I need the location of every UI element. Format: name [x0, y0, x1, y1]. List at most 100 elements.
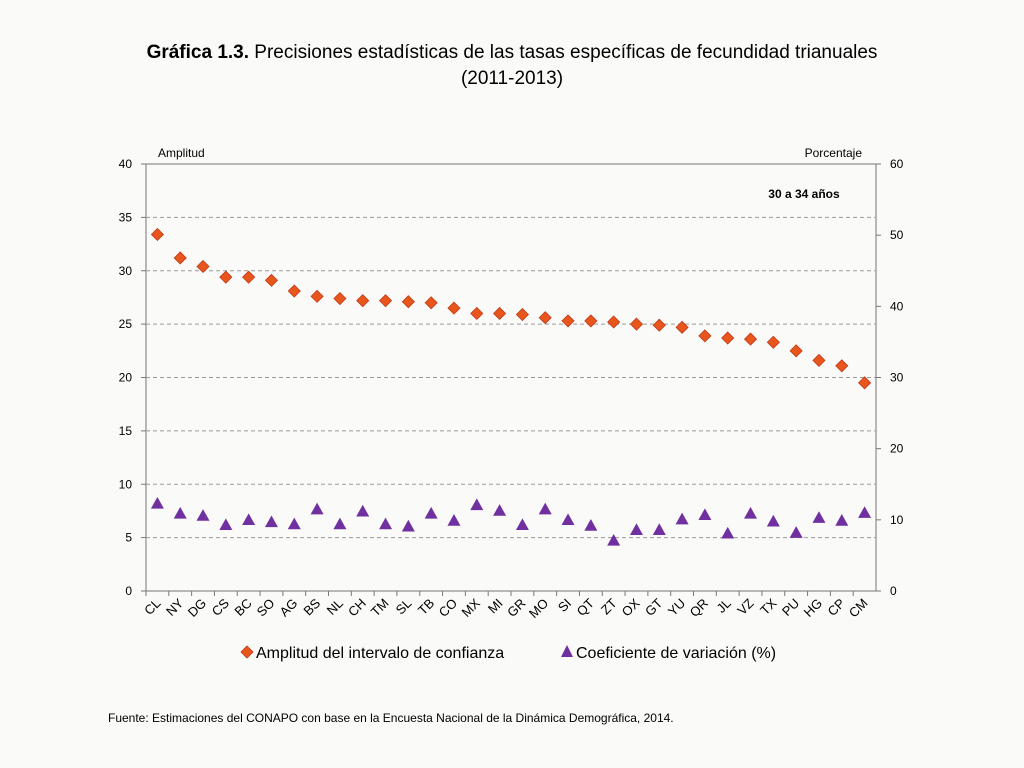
- y-left-ticks: 0 5 10 15 20 25 30 35 40: [119, 157, 146, 598]
- x-tick-label: SO: [254, 596, 278, 620]
- diamond-point-cm: [858, 376, 872, 390]
- x-tick-label: GR: [504, 596, 528, 620]
- x-tick-label: VZ: [734, 595, 756, 617]
- y-right-tick-label: 20: [890, 442, 904, 456]
- diamond-point-ox: [629, 317, 644, 331]
- triangle-point-cm: [858, 506, 872, 518]
- triangle-point-yu: [675, 512, 689, 525]
- legend: Amplitud del intervalo de confianza Coef…: [240, 645, 776, 662]
- x-tick-label: QT: [574, 595, 597, 618]
- triangle-point-cl: [150, 496, 164, 509]
- x-tick-label: NL: [324, 596, 346, 618]
- x-tick-label: NY: [163, 595, 187, 619]
- diamond-point-qt: [584, 314, 598, 328]
- diamond-point-mo: [538, 311, 552, 325]
- y-left-tick-label: 40: [119, 157, 133, 171]
- title-line-2: (2011-2013): [460, 68, 564, 89]
- diamond-point-yu: [675, 320, 689, 334]
- diamond-point-ch: [356, 294, 370, 308]
- y-right-tick-label: 0: [890, 584, 897, 598]
- triangle-point-so: [264, 515, 278, 528]
- series-coeficiente: [150, 496, 872, 546]
- x-tick-label: YU: [665, 596, 688, 619]
- triangle-point-nl: [333, 517, 347, 530]
- triangle-point-mo: [538, 502, 552, 515]
- x-tick-label: TM: [368, 596, 392, 620]
- y-left-tick-label: 15: [119, 424, 133, 438]
- triangle-point-qr: [698, 508, 712, 521]
- diamond-point-nl: [333, 291, 347, 306]
- diamond-point-tb: [424, 296, 438, 310]
- title-prefix: Gráfica 1.3.: [146, 42, 250, 63]
- y-left-label: Amplitud: [158, 146, 205, 160]
- triangle-point-jl: [721, 526, 735, 539]
- legend-label-coeficiente: Coeficiente de variación (%): [576, 645, 776, 662]
- y-right-label: Porcentaje: [805, 146, 863, 160]
- x-tick-label: ZT: [598, 595, 620, 617]
- diamond-point-vz: [743, 332, 758, 346]
- diamond-point-gt: [652, 318, 666, 332]
- diamond-point-pu: [789, 344, 803, 358]
- diamond-point-co: [447, 301, 461, 315]
- x-tick-label: DG: [185, 596, 209, 620]
- x-tick-label: AG: [277, 596, 301, 620]
- triangle-point-tm: [379, 517, 393, 530]
- triangle-point-si: [561, 513, 575, 526]
- y-left-tick-label: 0: [125, 584, 132, 598]
- diamond-point-cl: [150, 227, 164, 242]
- triangle-point-gr: [515, 518, 529, 531]
- diamond-point-zt: [607, 315, 621, 329]
- triangle-point-cp: [835, 514, 849, 526]
- diamond-point-si: [561, 314, 575, 328]
- y-left-tick-label: 20: [119, 371, 133, 385]
- x-tick-label: MX: [459, 595, 484, 620]
- diamond-point-cp: [835, 359, 849, 373]
- x-tick-label: JL: [714, 596, 734, 616]
- x-tick-label: CH: [345, 596, 369, 620]
- x-tick-label: SL: [393, 596, 415, 618]
- diamond-point-mi: [493, 306, 507, 321]
- diamond-point-so: [264, 273, 279, 287]
- triangle-point-qt: [584, 519, 598, 531]
- triangle-point-mx: [470, 498, 484, 511]
- triangle-point-cs: [219, 518, 233, 531]
- triangle-point-vz: [744, 506, 758, 519]
- triangle-point-mi: [493, 504, 507, 516]
- x-tick-label: CS: [209, 595, 233, 619]
- y-right-ticks: 0 10 20 30 40 50 60: [876, 157, 904, 598]
- x-tick-label: CL: [141, 596, 163, 618]
- triangle-point-co: [447, 514, 461, 526]
- triangle-point-ny: [173, 506, 187, 519]
- y-left-tick-label: 35: [119, 210, 133, 224]
- triangle-point-pu: [789, 526, 803, 538]
- x-tick-label: CM: [846, 596, 871, 621]
- title-line-1: Gráfica 1.3. Precisiones estadísticas de…: [0, 40, 1024, 66]
- chart-title: Gráfica 1.3. Precisiones estadísticas de…: [0, 40, 1024, 92]
- y-left-tick-label: 25: [119, 317, 133, 331]
- triangle-point-tb: [424, 506, 438, 519]
- x-tick-label: SI: [555, 596, 574, 615]
- x-tick-label: PU: [779, 596, 802, 619]
- y-left-tick-label: 5: [125, 531, 132, 545]
- triangle-point-bc: [242, 513, 256, 526]
- y-left-tick-label: 30: [119, 264, 133, 278]
- triangle-point-zt: [607, 533, 621, 546]
- triangle-point-sl: [401, 519, 415, 532]
- chart-annotation: 30 a 34 años: [768, 187, 840, 201]
- x-tick-label: CP: [825, 596, 848, 619]
- diamond-point-sl: [401, 295, 415, 309]
- triangle-point-bs: [310, 502, 324, 515]
- source-note: Fuente: Estimaciones del CONAPO con base…: [108, 711, 674, 725]
- gridlines: [146, 216, 876, 539]
- x-tick-label: BS: [300, 595, 323, 618]
- triangle-point-ch: [356, 504, 370, 517]
- x-tick-label: OX: [619, 595, 643, 619]
- series-amplitud: [150, 227, 872, 390]
- y-right-tick-label: 60: [890, 157, 904, 171]
- triangle-point-dg: [196, 509, 210, 521]
- y-right-tick-label: 30: [890, 371, 904, 385]
- title-text: Precisiones estadísticas de las tasas es…: [249, 42, 878, 63]
- x-tick-label: MO: [526, 596, 551, 621]
